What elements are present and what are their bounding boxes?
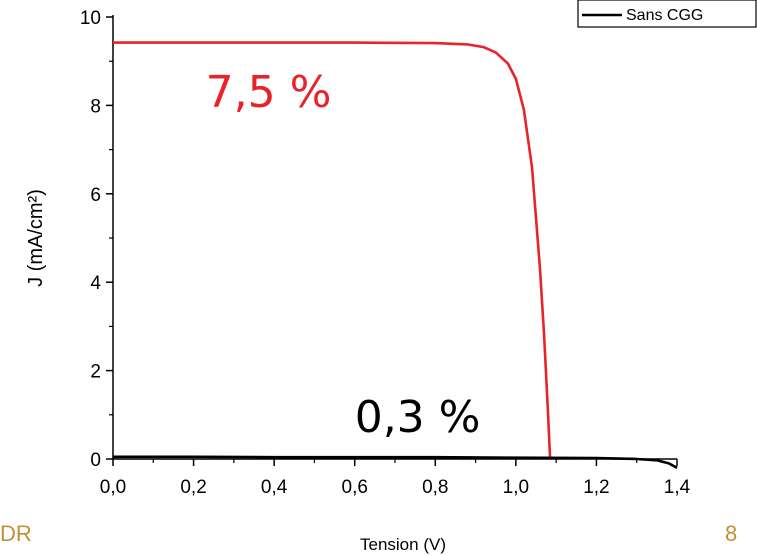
y-tick-label: 6 [90,185,101,206]
legend-label: Sans CGG [626,7,703,24]
page-number: 8 [725,521,738,546]
x-tick-label: 1,4 [664,477,691,498]
x-tick-label: 0,8 [422,477,448,498]
x-tick-label: 0,0 [100,477,126,498]
series-line-red [113,41,552,460]
y-tick-label: 0 [90,450,101,471]
axes: 0,0 0,2 0,4 0,6 0,8 1,0 1,2 1,4 0 2 4 6 8 10 Tension (… [25,8,691,554]
efficiency-annotation-2: 0,3 % [355,392,481,443]
x-axis-title: Tension (V) [360,535,446,554]
y-axis-title: J (mA/cm²) [25,189,47,287]
y-tick-label: 2 [90,362,101,383]
annotation-layer: 7,5 % 0,3 % [206,67,481,443]
x-tick-label: 0,4 [261,477,288,498]
x-tick-label: 1,2 [583,477,609,498]
legend: Sans CGG [577,0,757,28]
x-tick-label: 1,0 [503,477,529,498]
legend-box [577,0,757,28]
y-tick-label: 8 [90,96,101,117]
series-line-sans-cgg [113,455,678,469]
series-layer [113,41,678,469]
footer-left-text: DR [0,521,32,546]
x-tick-label: 0,6 [342,477,368,498]
x-tick-label: 0,2 [180,477,206,498]
y-tick-label: 4 [90,273,101,294]
y-tick-label: 10 [80,8,101,29]
efficiency-annotation-1: 7,5 % [206,67,332,118]
